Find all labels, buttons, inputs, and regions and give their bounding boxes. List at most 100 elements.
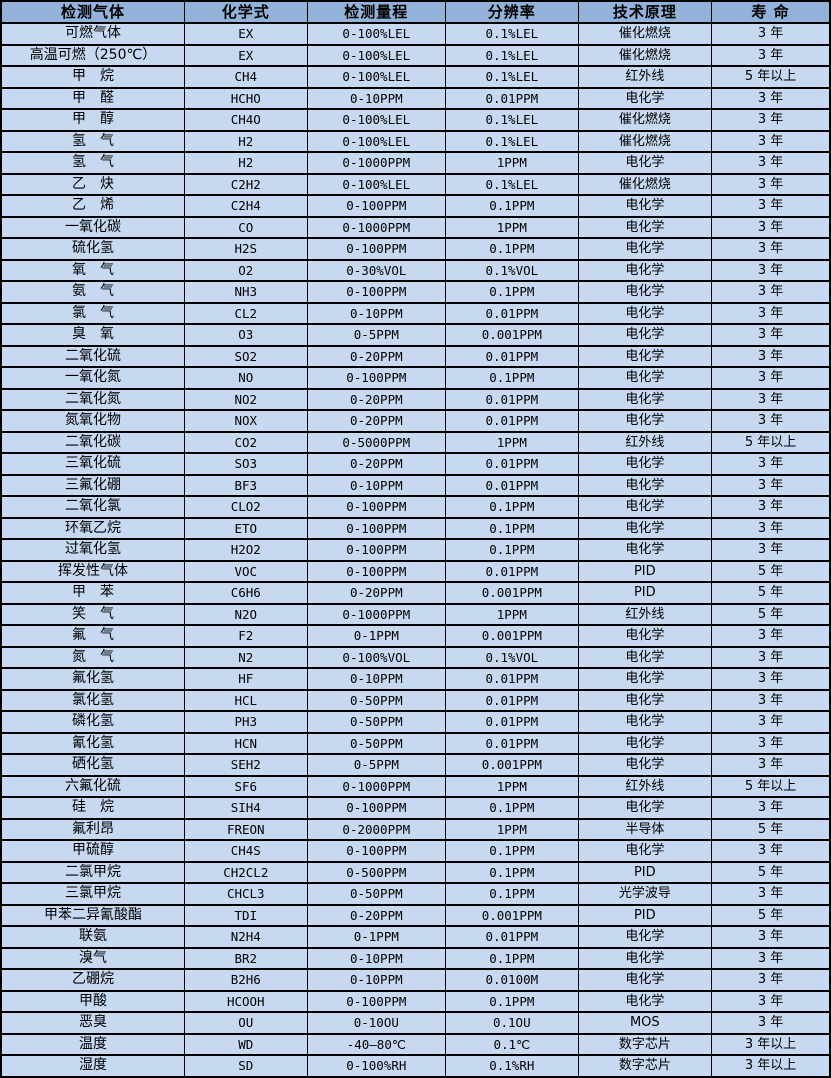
- cell-lifespan: 3 年: [711, 258, 831, 281]
- cell-gas-name: 挥发性气体: [0, 559, 185, 582]
- cell-resolution: 1PPM: [445, 602, 579, 625]
- cell-chemical-formula: O3: [183, 323, 308, 346]
- cell-gas-name: 甲 烷: [0, 65, 185, 88]
- cell-gas-name: 氧 气: [0, 258, 185, 281]
- table-row: 温度 WD -40—80℃ 0.1℃ 数字芯片 3 年以上: [0, 1032, 831, 1055]
- cell-technology-principle: 电化学: [577, 323, 713, 346]
- cell-chemical-formula: HCHO: [183, 86, 308, 109]
- cell-lifespan: 3 年: [711, 151, 831, 174]
- cell-chemical-formula: F2: [183, 624, 308, 647]
- table-row: 硫化氢 H2S 0-100PPM 0.1PPM 电化学 3 年: [0, 237, 831, 260]
- cell-gas-name: 可燃气体: [0, 22, 185, 45]
- cell-detection-range: 0-50PPM: [306, 731, 447, 754]
- table-row: 氧 气 O2 0-30%VOL 0.1%VOL 电化学 3 年: [0, 258, 831, 281]
- cell-chemical-formula: SD: [183, 1054, 308, 1077]
- cell-gas-name: 二氧化碳: [0, 430, 185, 453]
- cell-lifespan: 3 年: [711, 344, 831, 367]
- cell-resolution: 0.001PPM: [445, 903, 579, 926]
- cell-lifespan: 3 年: [711, 387, 831, 410]
- table-row: 笑 气 N2O 0-1000PPM 1PPM 红外线 5 年: [0, 602, 831, 625]
- cell-detection-range: 0-50PPM: [306, 688, 447, 711]
- cell-lifespan: 3 年: [711, 946, 831, 969]
- cell-technology-principle: 电化学: [577, 151, 713, 174]
- cell-technology-principle: 电化学: [577, 344, 713, 367]
- cell-technology-principle: 数字芯片: [577, 1032, 713, 1055]
- cell-gas-name: 甲苯二异氰酸酯: [0, 903, 185, 926]
- cell-chemical-formula: SF6: [183, 774, 308, 797]
- cell-lifespan: 3 年: [711, 667, 831, 690]
- cell-gas-name: 二氧化硫: [0, 344, 185, 367]
- table-row: 联氨 N2H4 0-1PPM 0.01PPM 电化学 3 年: [0, 925, 831, 948]
- cell-resolution: 0.1PPM: [445, 237, 579, 260]
- cell-lifespan: 5 年以上: [711, 430, 831, 453]
- cell-lifespan: 3 年: [711, 473, 831, 496]
- table-row: 恶臭 OU 0-10OU 0.1OU MOS 3 年: [0, 1011, 831, 1034]
- cell-technology-principle: 电化学: [577, 731, 713, 754]
- cell-technology-principle: MOS: [577, 1011, 713, 1034]
- table-row: 环氧乙烷 ETO 0-100PPM 0.1PPM 电化学 3 年: [0, 516, 831, 539]
- table-row: 溴气 BR2 0-10PPM 0.1PPM 电化学 3 年: [0, 946, 831, 969]
- cell-lifespan: 5 年: [711, 860, 831, 883]
- cell-resolution: 0.01PPM: [445, 667, 579, 690]
- cell-chemical-formula: NO: [183, 366, 308, 389]
- cell-chemical-formula: B2H6: [183, 968, 308, 991]
- cell-gas-name: 甲 苯: [0, 581, 185, 604]
- table-row: 甲苯二异氰酸酯 TDI 0-20PPM 0.001PPM PID 5 年: [0, 903, 831, 926]
- cell-detection-range: 0-10PPM: [306, 667, 447, 690]
- cell-lifespan: 3 年: [711, 796, 831, 819]
- cell-chemical-formula: CLO2: [183, 495, 308, 518]
- cell-chemical-formula: FREON: [183, 817, 308, 840]
- cell-chemical-formula: CH2CL2: [183, 860, 308, 883]
- cell-detection-range: 0-50PPM: [306, 710, 447, 733]
- cell-lifespan: 3 年: [711, 86, 831, 109]
- cell-detection-range: 0-100%RH: [306, 1054, 447, 1077]
- cell-detection-range: 0-100PPM: [306, 559, 447, 582]
- cell-gas-name: 硫化氢: [0, 237, 185, 260]
- cell-technology-principle: PID: [577, 860, 713, 883]
- cell-chemical-formula: HCL: [183, 688, 308, 711]
- table-row: 六氟化硫 SF6 0-1000PPM 1PPM 红外线 5 年以上: [0, 774, 831, 797]
- cell-detection-range: 0-100PPM: [306, 989, 447, 1012]
- cell-resolution: 0.01PPM: [445, 710, 579, 733]
- cell-technology-principle: 电化学: [577, 366, 713, 389]
- cell-detection-range: 0-100%LEL: [306, 43, 447, 66]
- cell-lifespan: 3 年: [711, 301, 831, 324]
- cell-gas-name: 氯化氢: [0, 688, 185, 711]
- cell-gas-name: 甲酸: [0, 989, 185, 1012]
- table-row: 乙 炔 C2H2 0-100%LEL 0.1%LEL 催化燃烧 3 年: [0, 172, 831, 195]
- cell-gas-name: 臭 氧: [0, 323, 185, 346]
- cell-gas-name: 甲硫醇: [0, 839, 185, 862]
- cell-resolution: 0.1%RH: [445, 1054, 579, 1077]
- cell-lifespan: 3 年: [711, 22, 831, 45]
- cell-resolution: 0.1PPM: [445, 839, 579, 862]
- cell-resolution: 0.001PPM: [445, 581, 579, 604]
- cell-chemical-formula: O2: [183, 258, 308, 281]
- cell-resolution: 0.1%LEL: [445, 65, 579, 88]
- cell-lifespan: 3 年: [711, 538, 831, 561]
- table-row: 三氟化硼 BF3 0-10PPM 0.01PPM 电化学 3 年: [0, 473, 831, 496]
- cell-detection-range: 0-20PPM: [306, 903, 447, 926]
- cell-gas-name: 氨 气: [0, 280, 185, 303]
- cell-detection-range: 0-1000PPM: [306, 602, 447, 625]
- cell-technology-principle: 电化学: [577, 280, 713, 303]
- cell-technology-principle: 电化学: [577, 258, 713, 281]
- cell-gas-name: 三氯甲烷: [0, 882, 185, 905]
- table-row: 氮氧化物 NOX 0-20PPM 0.01PPM 电化学 3 年: [0, 409, 831, 432]
- cell-detection-range: 0-100PPM: [306, 366, 447, 389]
- cell-technology-principle: 电化学: [577, 452, 713, 475]
- cell-detection-range: 0-100PPM: [306, 796, 447, 819]
- cell-technology-principle: 电化学: [577, 409, 713, 432]
- table-row: 氰化氢 HCN 0-50PPM 0.01PPM 电化学 3 年: [0, 731, 831, 754]
- column-header-resolution: 分辨率: [445, 1, 579, 23]
- cell-chemical-formula: HCOOH: [183, 989, 308, 1012]
- cell-technology-principle: 红外线: [577, 65, 713, 88]
- cell-lifespan: 3 年: [711, 925, 831, 948]
- cell-technology-principle: 光学波导: [577, 882, 713, 905]
- cell-technology-principle: 电化学: [577, 796, 713, 819]
- cell-detection-range: 0-1PPM: [306, 925, 447, 948]
- column-header-detection-range: 检测量程: [306, 1, 447, 23]
- cell-resolution: 0.01PPM: [445, 452, 579, 475]
- cell-technology-principle: 红外线: [577, 774, 713, 797]
- cell-resolution: 0.1%LEL: [445, 43, 579, 66]
- cell-technology-principle: 电化学: [577, 946, 713, 969]
